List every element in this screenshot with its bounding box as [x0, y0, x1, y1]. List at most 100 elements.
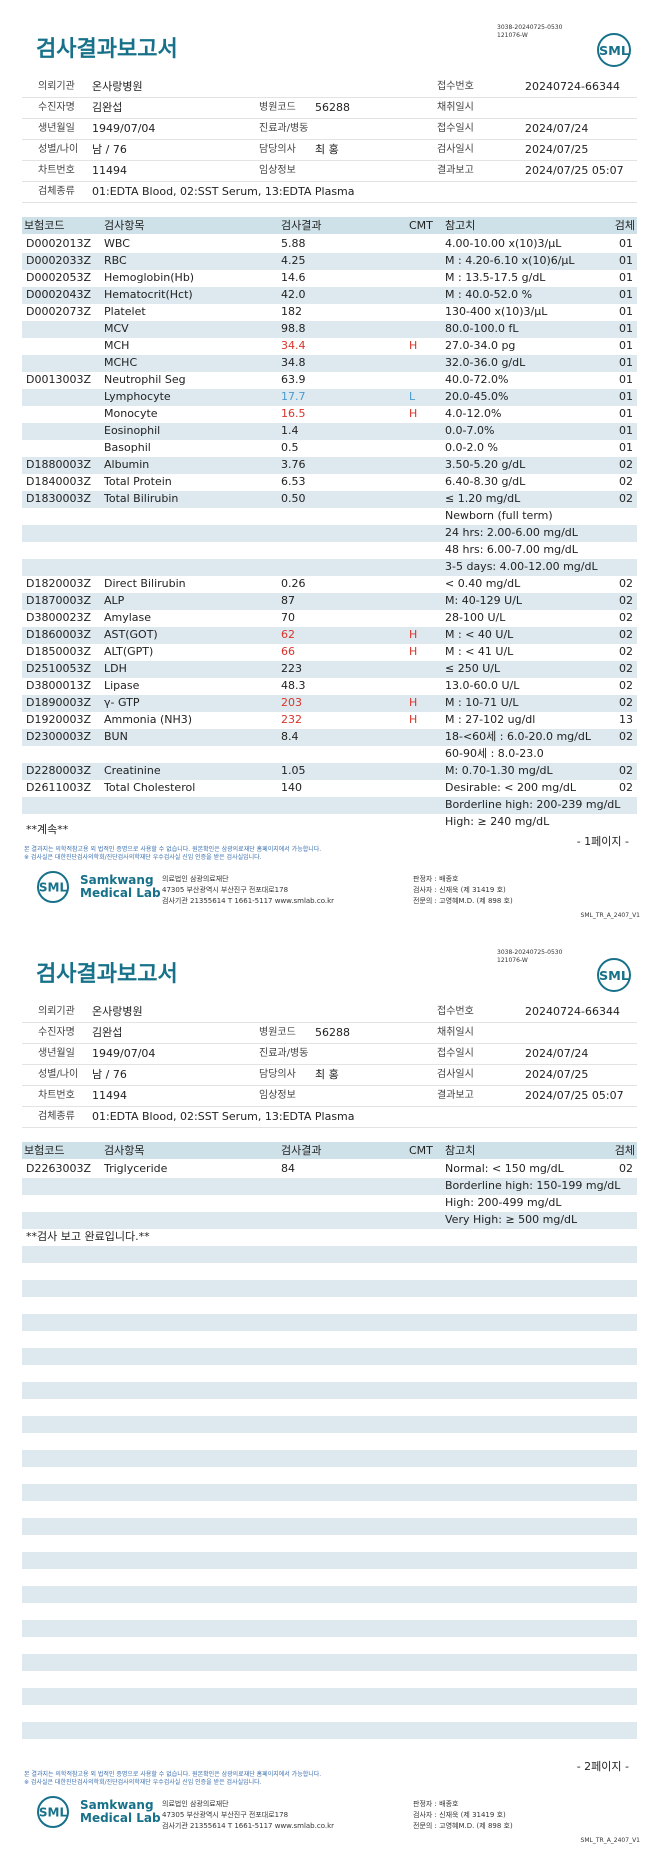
cell-cmt: H — [409, 696, 418, 709]
logo-text: SML — [39, 881, 68, 895]
cell-item: Lymphocyte — [104, 390, 171, 403]
cell-result: 87 — [281, 594, 295, 607]
staff-info: 검사자 : 신재욱 (제 31419 호) — [413, 1811, 506, 1819]
info-line — [22, 181, 637, 182]
cell-result: 16.5 — [281, 407, 306, 420]
page: 3038-20240725-0530 121076-W SML 검사결과보고서 의뢰기관… — [22, 24, 640, 919]
cell-spec: 01 — [619, 373, 633, 386]
cell-ref: 28-100 U/L — [445, 611, 506, 624]
cell-item: Creatinine — [104, 764, 161, 777]
cell-ref: High: 200-499 mg/dL — [445, 1196, 562, 1209]
cell-result: 0.50 — [281, 492, 306, 505]
info-label: 성별/나이 — [38, 144, 79, 155]
cell-code: D2510053Z — [26, 662, 91, 675]
info-value: 2024/07/25 — [525, 143, 589, 156]
footer-logo-text: Medical Lab — [80, 886, 161, 900]
column-header: CMT — [409, 219, 433, 232]
cell-item: RBC — [104, 254, 127, 267]
cell-result: 48.3 — [281, 679, 306, 692]
cell-item: Eosinophil — [104, 424, 161, 437]
cell-code: D2611003Z — [26, 781, 91, 794]
table-header-bg — [22, 1142, 637, 1159]
cell-ref: 32.0-36.0 g/dL — [445, 356, 526, 369]
info-value: 2024/07/25 — [525, 1068, 589, 1081]
cell-code: D2263003Z — [26, 1162, 91, 1175]
info-label: 접수일시 — [437, 1048, 474, 1059]
footer-logo-text: Samkwang — [80, 873, 154, 887]
info-value: 온사랑병원 — [92, 80, 143, 93]
form-code: SML_TR_A_2407_V1 — [580, 1837, 640, 1844]
cell-spec: 02 — [619, 628, 633, 641]
cell-spec: 01 — [619, 237, 633, 250]
column-header: 보험코드 — [24, 219, 65, 232]
footer-logo: SML — [37, 871, 69, 903]
page: 3038-20240725-0530 121076-W SML 검사결과보고서 의뢰기관… — [0, 925, 655, 1850]
cell-result: 84 — [281, 1162, 295, 1175]
info-label: 병원코드 — [259, 102, 296, 113]
logo-ring — [37, 871, 69, 903]
row-stripe — [22, 457, 637, 474]
cell-spec: 01 — [619, 288, 633, 301]
info-label: 접수번호 — [437, 1006, 474, 1017]
cell-code: D3800023Z — [26, 611, 91, 624]
logo-ring — [37, 1796, 69, 1828]
cell-result: 140 — [281, 781, 302, 794]
staff-info: 판정자 : 배종호 — [413, 875, 459, 883]
info-line — [22, 139, 637, 140]
info-label: 접수번호 — [437, 81, 474, 92]
cell-code: D1850003Z — [26, 645, 91, 658]
cell-spec: 02 — [619, 679, 633, 692]
row-stripe — [22, 1348, 637, 1365]
cell-ref: ≤ 250 U/L — [445, 662, 501, 675]
cell-code: D0002043Z — [26, 288, 91, 301]
cell-result: 62 — [281, 628, 295, 641]
info-label: 병원코드 — [259, 1027, 296, 1038]
info-line — [22, 1085, 637, 1086]
cell-item: Monocyte — [104, 407, 158, 420]
info-value: 20240724-66344 — [525, 1005, 620, 1018]
lab-info: 검사기관 21355614 T 1661-5117 www.smlab.co.k… — [162, 1822, 335, 1830]
cell-item: Total Protein — [104, 475, 172, 488]
cell-cmt: L — [409, 390, 416, 403]
row-stripe — [22, 1450, 637, 1467]
info-value: 남 / 76 — [92, 1068, 127, 1081]
cell-item: Hematocrit(Hct) — [104, 288, 193, 301]
cell-ref: < 0.40 mg/dL — [445, 577, 521, 590]
cell-ref: ≤ 1.20 mg/dL — [445, 492, 521, 505]
cell-spec: 01 — [619, 254, 633, 267]
info-line — [22, 1022, 637, 1023]
info-label: 의뢰기관 — [38, 81, 75, 92]
cell-result: 0.26 — [281, 577, 306, 590]
column-header: 검사결과 — [281, 1144, 322, 1157]
row-stripe — [22, 491, 637, 508]
cell-spec: 01 — [619, 390, 633, 403]
column-header: 참고치 — [445, 1144, 476, 1157]
row-stripe — [22, 1178, 637, 1195]
column-header: 검사결과 — [281, 219, 322, 232]
cell-ref: Borderline high: 200-239 mg/dL — [445, 798, 621, 811]
cell-code: D0013003Z — [26, 373, 91, 386]
cell-ref: 40.0-72.0% — [445, 373, 509, 386]
info-label: 차트번호 — [38, 1090, 75, 1101]
cell-spec: 13 — [619, 713, 633, 726]
cell-code: D1820003Z — [26, 577, 91, 590]
row-stripe — [22, 1654, 637, 1671]
doc-code: 3038-20240725-0530 — [497, 949, 563, 956]
cell-ref: M : < 41 U/L — [445, 645, 514, 658]
row-stripe — [22, 1212, 637, 1229]
info-value: 11494 — [92, 1089, 127, 1102]
cell-result: 1.05 — [281, 764, 306, 777]
cell-ref: 20.0-45.0% — [445, 390, 509, 403]
lab-info: 의료법인 삼광의료재단 — [162, 875, 229, 883]
cell-item: Total Bilirubin — [104, 492, 179, 505]
cell-ref: 13.0-60.0 U/L — [445, 679, 520, 692]
cell-ref: M: 0.70-1.30 mg/dL — [445, 764, 553, 777]
info-label: 검사일시 — [437, 1069, 474, 1080]
row-stripe — [22, 1280, 637, 1297]
doc-code: 121076-W — [497, 957, 528, 964]
info-label: 생년월일 — [38, 1048, 75, 1059]
row-stripe — [22, 695, 637, 712]
row-stripe — [22, 355, 637, 372]
info-value: 56288 — [315, 1026, 350, 1039]
cell-result: 232 — [281, 713, 302, 726]
